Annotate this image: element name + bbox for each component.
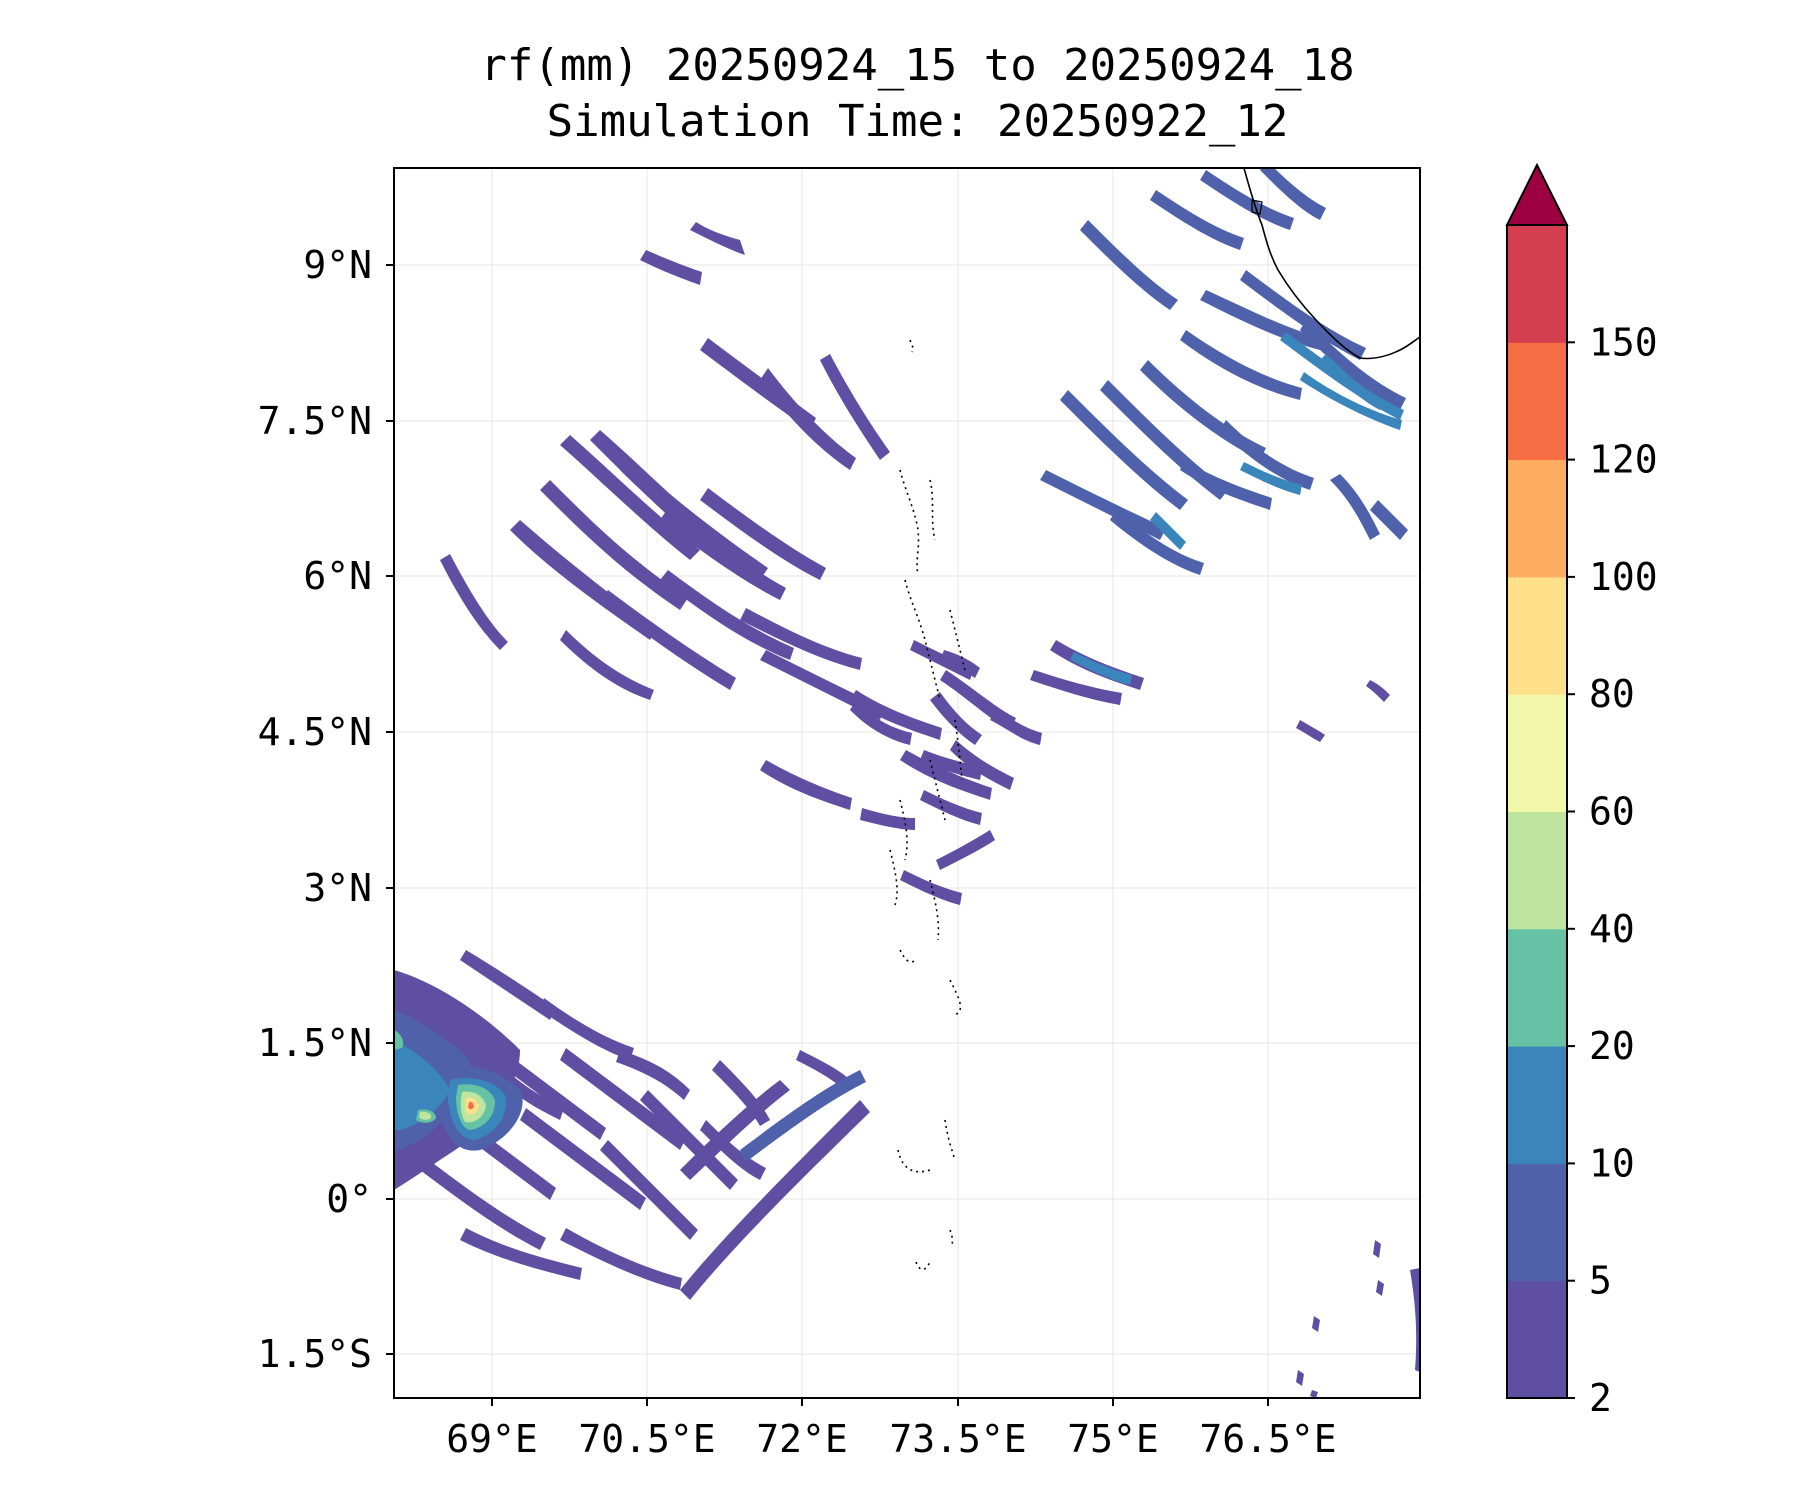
longitude-ticks: 69°E 70.5°E 72°E 73.5°E 75°E 76.5°E	[446, 1398, 1337, 1461]
colorbar-tick-label: 40	[1589, 907, 1635, 951]
colorbar-tick-label: 80	[1589, 672, 1635, 716]
latitude-ticks: 9°N 7.5°N 6°N 4.5°N 3°N 1.5°N 0° 1.5°S	[258, 243, 394, 1376]
colorbar-tick-label: 150	[1589, 320, 1658, 364]
y-tick-label: 9°N	[303, 243, 372, 287]
rain-band-north-east	[1040, 168, 1408, 575]
y-tick-label: 0°	[326, 1177, 372, 1221]
colorbar-segment	[1507, 694, 1567, 812]
chart-title-line1: rf(mm) 20250924_15 to 20250924_18	[480, 40, 1355, 91]
colorbar-segment	[1507, 1280, 1567, 1399]
gridlines	[394, 168, 1420, 1398]
island-atolls	[889, 339, 966, 1271]
x-tick-label: 73.5°E	[889, 1417, 1026, 1461]
colorbar-tick-label: 2	[1589, 1376, 1612, 1420]
coastline	[1243, 168, 1420, 360]
y-tick-label: 7.5°N	[258, 399, 372, 443]
y-tick-label: 4.5°N	[258, 710, 372, 754]
map-background	[394, 168, 1420, 1398]
y-tick-label: 1.5°N	[258, 1021, 372, 1065]
x-tick-label: 75°E	[1067, 1417, 1159, 1461]
colorbar-tick-label: 120	[1589, 438, 1658, 482]
colorbar-segment	[1507, 576, 1567, 695]
rain-core-north-east	[1070, 332, 1404, 685]
colorbar-segment	[1507, 342, 1567, 461]
x-tick-label: 76.5°E	[1199, 1417, 1336, 1461]
colorbar-segment	[1507, 1163, 1567, 1282]
colorbar: 2 5 10 20 40 60 80 100 120 150	[1505, 162, 1658, 1420]
y-tick-label: 6°N	[303, 554, 372, 598]
colorbar-tick-label: 60	[1589, 790, 1635, 834]
map-frame	[393, 167, 1421, 1399]
x-tick-label: 69°E	[446, 1417, 538, 1461]
chart-title-line2: Simulation Time: 20250922_12	[546, 96, 1289, 147]
colorbar-segment	[1507, 811, 1567, 930]
colorbar-tick-label: 5	[1589, 1259, 1612, 1303]
colorbar-extend-arrow	[1505, 162, 1569, 226]
rain-core-south-west-extreme	[468, 1101, 474, 1110]
map-panel: 69°E 70.5°E 72°E 73.5°E 75°E 76.5°E 9°N 7.5°N 6…	[258, 167, 1421, 1461]
colorbar-tick-label: 100	[1589, 555, 1658, 599]
y-tick-label: 3°N	[303, 866, 372, 910]
colorbar-segment	[1507, 928, 1567, 1047]
x-tick-label: 72°E	[756, 1417, 848, 1461]
colorbar-tick-label: 10	[1589, 1141, 1635, 1185]
y-tick-label: 1.5°S	[258, 1332, 372, 1376]
colorbar-segment	[1507, 459, 1567, 578]
colorbar-segment	[1507, 225, 1567, 343]
coastline-inlet	[1251, 199, 1263, 215]
x-tick-label: 70.5°E	[578, 1417, 715, 1461]
rain-scatter-south-east	[1296, 680, 1420, 1398]
rain-band-north-west	[440, 222, 1016, 810]
colorbar-tick-label: 20	[1589, 1024, 1635, 1068]
colorbar-segment	[1507, 1046, 1567, 1164]
rainfall-field	[394, 168, 1420, 1398]
